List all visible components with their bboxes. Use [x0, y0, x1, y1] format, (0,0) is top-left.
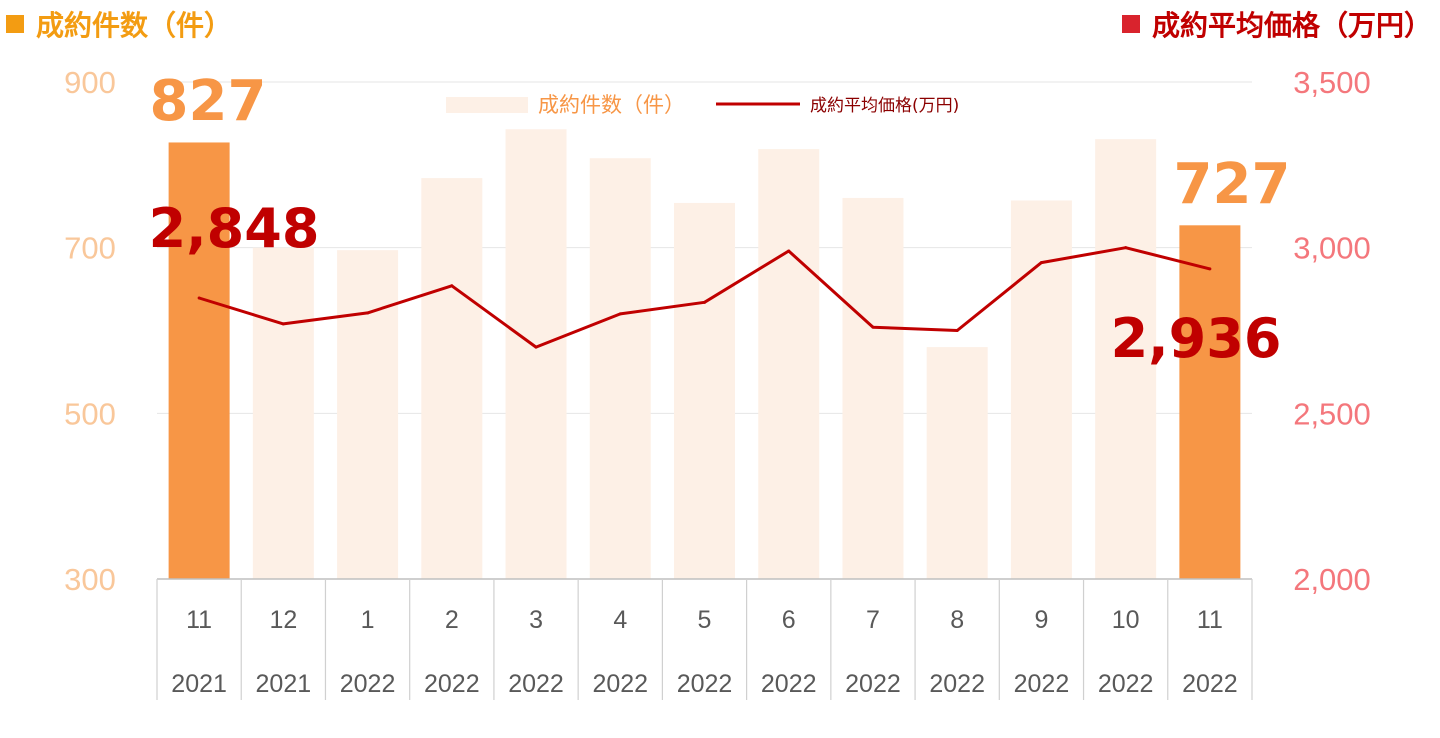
x-tick-month: 7: [866, 606, 880, 634]
price-point: [1039, 261, 1043, 265]
x-tick-year: 2022: [592, 670, 648, 698]
bar: [1010, 200, 1072, 579]
bar: [168, 142, 230, 580]
legend-bar-label: 成約件数（件）: [538, 93, 685, 117]
data-label-last-bar: 727: [1174, 152, 1291, 217]
x-tick-year: 2022: [929, 670, 985, 698]
price-point: [955, 329, 959, 332]
price-point: [1124, 246, 1128, 250]
x-tick-year: 2022: [1014, 670, 1070, 698]
data-label-last-line: 2,936: [1111, 307, 1282, 370]
x-tick-month: 6: [782, 606, 796, 634]
left-header-label: 成約件数（件）: [36, 9, 233, 42]
right-axis-tick: 3,500: [1293, 65, 1371, 100]
data-label-first-line: 2,848: [149, 197, 320, 260]
price-point: [281, 322, 285, 326]
x-tick-month: 4: [613, 606, 627, 634]
x-tick-month: 3: [529, 606, 543, 634]
x-tick-year: 2021: [171, 670, 227, 698]
x-tick-year: 2022: [508, 670, 564, 698]
x-tick-month: 11: [1197, 606, 1223, 634]
x-tick-year: 2022: [761, 670, 817, 698]
price-point: [534, 345, 538, 349]
left-axis-header: 成約件数（件）: [6, 4, 232, 44]
price-point: [703, 300, 706, 304]
bar: [674, 202, 735, 580]
bar: [421, 178, 483, 579]
right-axis-header: 成約平均価格（万円）: [1121, 4, 1432, 44]
x-tick-month: 2: [445, 606, 459, 634]
x-tick-month: 5: [698, 606, 712, 634]
left-axis-tick: 300: [64, 562, 116, 597]
bar: [589, 158, 651, 579]
left-header-square-icon: [6, 15, 24, 33]
right-axis-tick: 2,500: [1293, 396, 1371, 431]
x-tick-year: 2022: [1182, 670, 1238, 698]
price-point: [366, 311, 370, 315]
x-tick-month: 8: [950, 606, 964, 634]
x-tick-month: 9: [1034, 606, 1048, 634]
left-axis-tick: 700: [64, 231, 116, 266]
data-label-first-bar: 827: [150, 69, 267, 134]
x-tick-year: 2022: [424, 670, 480, 698]
price-point: [618, 312, 622, 316]
x-tick-year: 2022: [845, 670, 901, 698]
bar: [1179, 225, 1241, 579]
price-point: [787, 249, 791, 253]
x-tick-year: 2022: [1098, 670, 1154, 698]
bar: [337, 250, 399, 579]
x-tick-month: 10: [1112, 606, 1140, 634]
x-tick-month: 11: [186, 606, 212, 634]
left-axis-tick: 500: [64, 396, 116, 431]
right-header-square-icon: [1121, 15, 1140, 33]
price-point: [871, 325, 875, 329]
x-tick-year: 2022: [340, 670, 396, 698]
legend-bar-swatch: [446, 97, 528, 113]
x-tick-month: 1: [361, 606, 375, 634]
right-axis-tick: 2,000: [1293, 562, 1371, 597]
bar: [842, 197, 904, 579]
price-point: [1208, 267, 1212, 271]
price-point: [197, 296, 201, 300]
bar: [252, 247, 314, 579]
x-tick-month: 12: [269, 606, 297, 634]
bar: [926, 347, 988, 579]
left-axis-tick: 900: [64, 65, 116, 100]
price-point: [450, 284, 454, 288]
right-axis-tick: 3,000: [1293, 231, 1371, 266]
right-header-label: 成約平均価格（万円）: [1151, 9, 1432, 42]
legend-line-label: 成約平均価格(万円): [810, 96, 959, 116]
bar: [505, 129, 567, 579]
bar: [758, 149, 820, 579]
bar: [1095, 139, 1157, 579]
x-tick-year: 2022: [677, 670, 733, 698]
x-tick-year: 2021: [256, 670, 312, 698]
